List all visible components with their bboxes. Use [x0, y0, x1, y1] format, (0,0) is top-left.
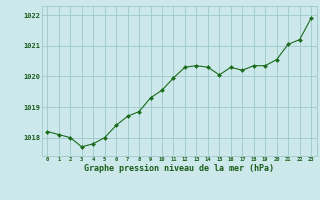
X-axis label: Graphe pression niveau de la mer (hPa): Graphe pression niveau de la mer (hPa): [84, 164, 274, 173]
